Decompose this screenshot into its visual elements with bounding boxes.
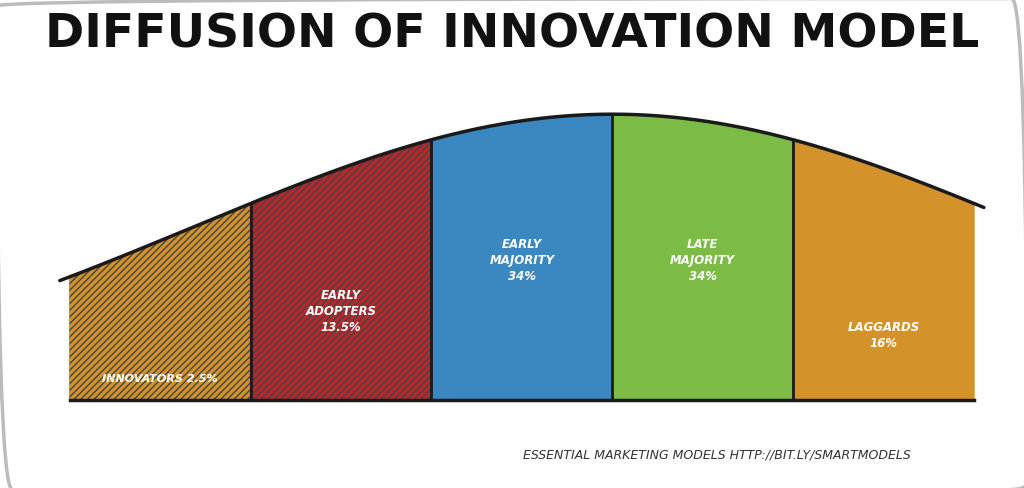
- Text: ESSENTIAL MARKETING MODELS HTTP://BIT.LY/SMARTMODELS: ESSENTIAL MARKETING MODELS HTTP://BIT.LY…: [523, 448, 910, 461]
- Text: LAGGARDS
16%: LAGGARDS 16%: [848, 321, 920, 349]
- Text: DIFFUSION OF INNOVATION MODEL: DIFFUSION OF INNOVATION MODEL: [45, 12, 979, 57]
- Text: EARLY
MAJORITY
34%: EARLY MAJORITY 34%: [489, 238, 554, 283]
- Polygon shape: [431, 114, 612, 400]
- Polygon shape: [70, 203, 251, 400]
- Polygon shape: [251, 140, 431, 400]
- Text: INNOVATORS 2.5%: INNOVATORS 2.5%: [102, 374, 218, 384]
- Text: EARLY
ADOPTERS
13.5%: EARLY ADOPTERS 13.5%: [305, 289, 377, 334]
- Polygon shape: [794, 140, 974, 400]
- Text: LATE
MAJORITY
34%: LATE MAJORITY 34%: [670, 238, 735, 283]
- Polygon shape: [612, 114, 794, 400]
